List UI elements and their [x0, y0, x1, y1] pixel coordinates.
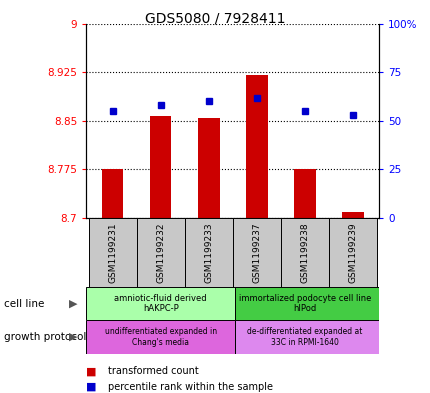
Text: growth protocol: growth protocol	[4, 332, 86, 342]
Bar	[232, 218, 280, 287]
Bar	[341, 211, 363, 218]
Bar	[235, 320, 378, 354]
Bar	[197, 118, 219, 218]
Bar	[86, 287, 235, 320]
Bar	[150, 116, 171, 218]
Text: GDS5080 / 7928411: GDS5080 / 7928411	[145, 12, 285, 26]
Bar	[246, 75, 267, 218]
Text: ■: ■	[86, 382, 96, 392]
Bar	[235, 287, 378, 320]
Bar	[280, 218, 328, 287]
Bar	[293, 169, 315, 218]
Text: GSM1199232: GSM1199232	[156, 222, 165, 283]
Bar	[136, 218, 184, 287]
Text: ■: ■	[86, 366, 96, 376]
Bar	[86, 320, 235, 354]
Text: GSM1199231: GSM1199231	[108, 222, 117, 283]
Text: ▶: ▶	[69, 332, 77, 342]
Text: GSM1199238: GSM1199238	[300, 222, 309, 283]
Text: undifferentiated expanded in
Chang's media: undifferentiated expanded in Chang's med…	[104, 327, 216, 347]
Text: GSM1199239: GSM1199239	[347, 222, 356, 283]
Text: amniotic-fluid derived
hAKPC-P: amniotic-fluid derived hAKPC-P	[114, 294, 206, 313]
Bar	[184, 218, 232, 287]
Text: cell line: cell line	[4, 299, 45, 309]
Bar	[328, 218, 376, 287]
Text: transformed count: transformed count	[108, 366, 198, 376]
Text: GSM1199237: GSM1199237	[252, 222, 261, 283]
Text: immortalized podocyte cell line
hIPod: immortalized podocyte cell line hIPod	[238, 294, 370, 313]
Text: GSM1199233: GSM1199233	[204, 222, 213, 283]
Bar	[89, 218, 136, 287]
Bar	[101, 169, 123, 218]
Text: de-differentiated expanded at
33C in RPMI-1640: de-differentiated expanded at 33C in RPM…	[246, 327, 362, 347]
Text: ▶: ▶	[69, 299, 77, 309]
Text: percentile rank within the sample: percentile rank within the sample	[108, 382, 272, 392]
